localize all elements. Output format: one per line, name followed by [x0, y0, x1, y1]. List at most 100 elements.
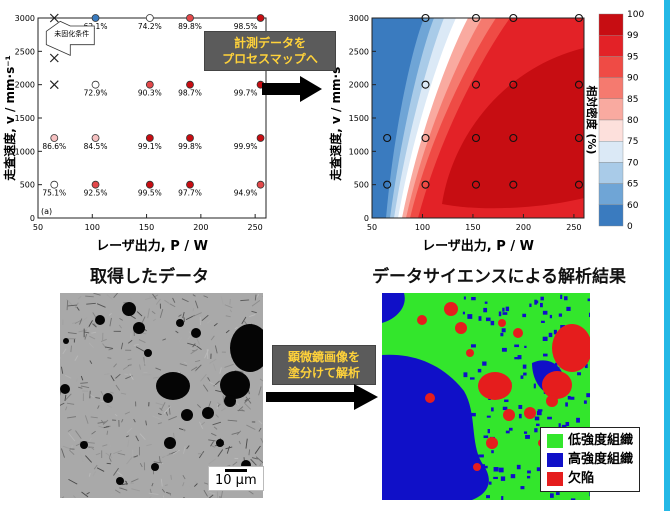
callout-to-segmentation: 顕微鏡画像を 塗分けて解析	[272, 345, 376, 385]
high-strength-speck	[480, 464, 486, 468]
sample-point	[509, 13, 518, 23]
high-strength-speck	[523, 372, 527, 376]
microstructure-texture	[241, 404, 247, 414]
microstructure-texture	[213, 426, 218, 430]
microstructure-texture	[168, 416, 177, 421]
microstructure-texture	[178, 314, 182, 317]
data-label: 89.8%	[178, 22, 202, 31]
sample-point	[509, 180, 518, 189]
high-strength-speck	[558, 313, 563, 317]
microstructure-texture	[160, 402, 166, 410]
microstructure-texture	[67, 416, 76, 419]
high-strength-speck	[478, 316, 482, 321]
microstructure-texture	[100, 419, 104, 424]
high-strength-speck	[518, 413, 522, 419]
microstructure-texture	[151, 310, 156, 315]
high-strength-speck	[484, 301, 488, 304]
legend-label: 高強度組織	[568, 452, 634, 467]
high-strength-speck	[524, 345, 527, 348]
legend-item-defect: 欠陥	[547, 469, 633, 488]
defect-region	[542, 371, 572, 399]
microstructure-texture	[203, 489, 208, 497]
microstructure-texture	[152, 293, 157, 300]
microstructure-texture	[210, 432, 217, 437]
microstructure-texture	[248, 449, 251, 456]
microstructure-texture	[106, 294, 113, 300]
high-strength-speck	[589, 492, 590, 497]
high-strength-speck	[540, 302, 543, 308]
microstructure-texture	[91, 331, 97, 334]
microstructure-texture	[182, 474, 186, 480]
caption-analysis-result: データサイエンスによる解析結果	[372, 267, 626, 287]
microstructure-texture	[80, 375, 84, 381]
callout-line-1: 計測データを	[233, 36, 306, 50]
microstructure-texture	[91, 430, 96, 435]
microstructure-texture	[208, 458, 216, 465]
high-strength-speck	[535, 300, 539, 304]
microstructure-texture	[113, 363, 117, 368]
microstructure-texture	[113, 449, 123, 455]
microstructure-texture	[114, 489, 121, 494]
data-point	[91, 180, 100, 189]
colorbar-segment	[598, 77, 624, 99]
microstructure-texture	[254, 294, 257, 301]
high-strength-speck	[498, 311, 502, 317]
pore	[191, 328, 201, 338]
high-strength-speck	[471, 344, 476, 348]
y-tick-label: 3000	[15, 14, 35, 23]
scale-bar-label: 10 μm	[215, 473, 257, 488]
microstructure-texture	[182, 482, 185, 487]
high-strength-speck	[536, 467, 542, 472]
microstructure-texture	[209, 358, 217, 364]
x-tick-label: 200	[193, 223, 208, 232]
microstructure-texture	[131, 488, 140, 492]
microstructure-texture	[88, 342, 94, 348]
colorbar-tick-label: 65	[627, 180, 638, 190]
colorbar-tick-label: 95	[627, 52, 638, 62]
microstructure-texture	[200, 421, 206, 426]
data-label: 97.7%	[178, 189, 202, 198]
microstructure-texture	[68, 432, 76, 442]
high-strength-speck	[490, 320, 495, 326]
high-strength-speck	[534, 299, 537, 305]
microstructure-texture	[153, 461, 163, 464]
microstructure-texture	[158, 462, 164, 465]
microstructure-texture	[234, 370, 244, 373]
microstructure-texture	[238, 440, 241, 445]
high-strength-speck	[500, 332, 504, 337]
microstructure-texture	[89, 394, 95, 398]
microstructure-texture	[164, 484, 168, 486]
data-label: 84.5%	[84, 142, 108, 151]
microstructure-texture	[81, 491, 89, 498]
y-tick-label: 500	[20, 181, 35, 190]
microstructure-texture	[96, 467, 105, 472]
microstructure-texture	[135, 346, 145, 352]
scale-bar: 10 μm	[208, 466, 264, 491]
high-strength-speck	[570, 396, 575, 400]
microstructure-texture	[131, 478, 139, 483]
microstructure-texture	[93, 323, 97, 327]
microstructure-texture	[149, 295, 151, 300]
legend-label: 欠陥	[568, 471, 595, 486]
microstructure-texture	[155, 402, 164, 406]
high-strength-speck	[520, 486, 525, 490]
microstructure-texture	[139, 433, 146, 440]
data-point	[145, 180, 154, 189]
microstructure-texture	[120, 392, 127, 395]
legend-item-high-strength: 高強度組織	[547, 450, 633, 469]
microstructure-texture	[172, 297, 176, 303]
defect-region	[455, 322, 467, 334]
microstructure-texture	[122, 363, 132, 370]
microstructure-texture	[117, 452, 126, 456]
microstructure-texture	[60, 402, 65, 406]
high-strength-speck	[518, 404, 523, 409]
sample-point	[421, 133, 430, 143]
microstructure-texture	[105, 452, 113, 458]
microstructure-texture	[85, 441, 95, 444]
sample-point	[383, 133, 392, 143]
microstructure-texture	[152, 318, 157, 322]
microstructure-texture	[139, 462, 143, 468]
microstructure-texture	[97, 421, 107, 424]
high-strength-speck	[463, 296, 466, 300]
high-strength-speck	[549, 314, 553, 319]
